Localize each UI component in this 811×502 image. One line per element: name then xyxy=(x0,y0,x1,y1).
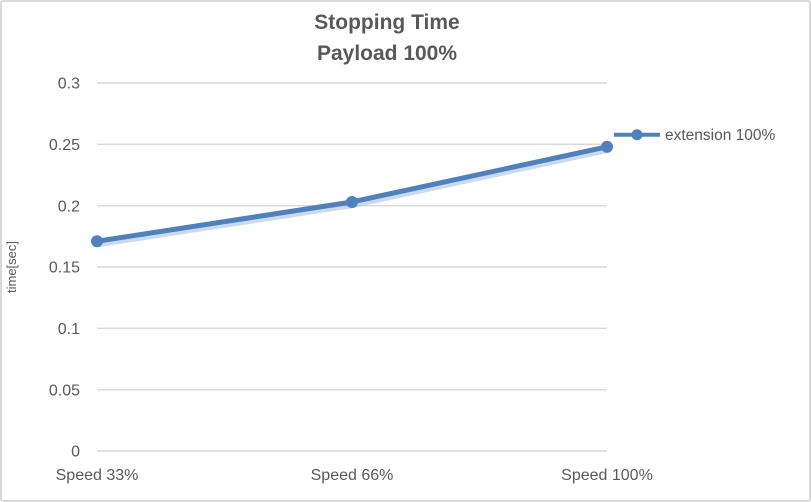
x-category-label: Speed 66% xyxy=(311,467,394,484)
data-point[interactable] xyxy=(601,140,613,153)
legend-label[interactable]: extension 100% xyxy=(665,127,776,144)
legend-marker-icon[interactable] xyxy=(631,129,643,141)
y-tick-label: 0.25 xyxy=(49,137,80,154)
data-point[interactable] xyxy=(91,235,103,248)
y-tick-label: 0.3 xyxy=(58,76,80,93)
x-category-label: Speed 100% xyxy=(561,467,653,484)
chart-title-line2: Payload 100% xyxy=(316,42,458,65)
y-tick-label: 0 xyxy=(71,444,80,461)
y-axis-title: time[sec] xyxy=(4,241,19,293)
y-tick-label: 0.15 xyxy=(49,260,80,277)
data-point[interactable] xyxy=(346,195,358,208)
x-category-label: Speed 33% xyxy=(56,467,139,484)
chart-title[interactable]: Stopping Time Payload 100% xyxy=(2,7,772,69)
y-tick-label: 0.05 xyxy=(49,382,80,399)
y-tick-label: 0.2 xyxy=(58,198,80,215)
chart-title-line1: Stopping Time xyxy=(314,11,460,34)
series-line[interactable] xyxy=(94,144,610,244)
y-tick-label: 0.1 xyxy=(58,321,80,338)
